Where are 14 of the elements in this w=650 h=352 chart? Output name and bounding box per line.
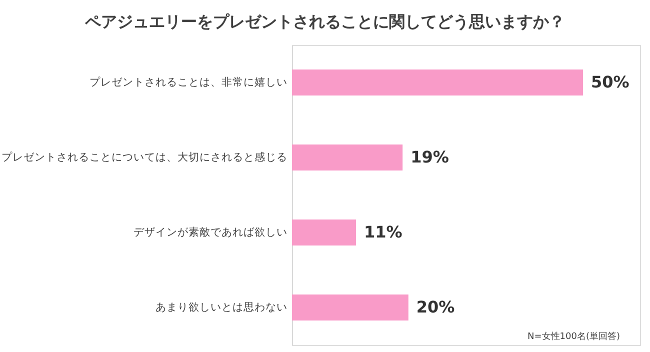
- data-label: 50%: [591, 72, 630, 92]
- data-label: 20%: [416, 298, 455, 316]
- y-tick-label: プレゼントされることは、非常に嬉しい: [90, 76, 288, 88]
- bar: [292, 144, 403, 170]
- y-tick-label: デザインが素敵であれば欲しい: [134, 226, 288, 238]
- bar: [292, 220, 356, 246]
- bar: [292, 294, 408, 320]
- chart-title: ペアジュエリーをプレゼントされることに関してどう思いますか？: [84, 12, 565, 31]
- y-tick-label: プレゼントされることについては、大切にされると感じる: [2, 150, 288, 164]
- annotation: N=女性100名(単回答): [528, 331, 620, 342]
- y-tick-label: あまり欲しいとは思わない: [156, 302, 288, 314]
- bar: [292, 70, 583, 96]
- data-label: 19%: [410, 148, 449, 166]
- data-label: 11%: [364, 222, 402, 242]
